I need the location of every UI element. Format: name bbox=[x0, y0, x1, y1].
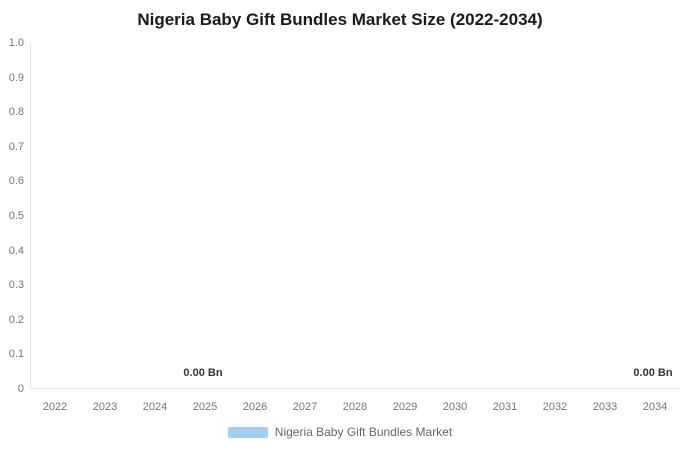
x-axis-line bbox=[30, 388, 680, 389]
x-tick-label: 2024 bbox=[142, 401, 168, 413]
y-tick-label: 0 bbox=[17, 383, 24, 395]
y-tick-label: 0.5 bbox=[8, 210, 24, 222]
chart-title: Nigeria Baby Gift Bundles Market Size (2… bbox=[137, 10, 543, 29]
x-tick-label: 2032 bbox=[542, 401, 568, 413]
plot-area bbox=[31, 43, 680, 388]
data-label-2034: 0.00 Bn bbox=[633, 367, 673, 379]
y-tick-label: 0.8 bbox=[8, 106, 24, 119]
x-tick-label: 2027 bbox=[292, 401, 318, 413]
y-tick-label: 0.4 bbox=[8, 244, 24, 257]
data-label-2025: 0.00 Bn bbox=[183, 367, 223, 379]
y-tick-label: 0.2 bbox=[8, 313, 24, 326]
x-tick-label: 2030 bbox=[442, 401, 468, 413]
y-tick-label: 0.3 bbox=[8, 279, 24, 292]
y-tick-label: 0.6 bbox=[8, 175, 24, 188]
legend-item-nigeria-baby-gift-bundles-market[interactable]: Nigeria Baby Gift Bundles Market bbox=[227, 425, 453, 439]
x-tick-label: 2034 bbox=[642, 401, 668, 413]
x-tick-label: 2031 bbox=[492, 401, 518, 413]
y-tick-label: 1.0 bbox=[8, 37, 24, 49]
x-tick-label: 2029 bbox=[392, 401, 418, 413]
x-tick-label: 2022 bbox=[42, 401, 68, 413]
y-tick-label: 0.9 bbox=[8, 71, 24, 84]
x-tick-label: 2025 bbox=[192, 401, 218, 413]
y-axis-line bbox=[30, 43, 31, 389]
y-tick-label: 0.7 bbox=[8, 140, 24, 153]
x-tick-label: 2028 bbox=[342, 401, 368, 413]
x-tick-label: 2033 bbox=[592, 401, 618, 413]
legend-label: Nigeria Baby Gift Bundles Market bbox=[274, 425, 453, 439]
x-tick-label: 2026 bbox=[242, 401, 268, 413]
legend: Nigeria Baby Gift Bundles Market bbox=[0, 425, 680, 439]
y-tick-label: 0.1 bbox=[8, 348, 24, 361]
x-tick-label: 2023 bbox=[92, 401, 118, 413]
legend-swatch-icon bbox=[227, 426, 268, 438]
